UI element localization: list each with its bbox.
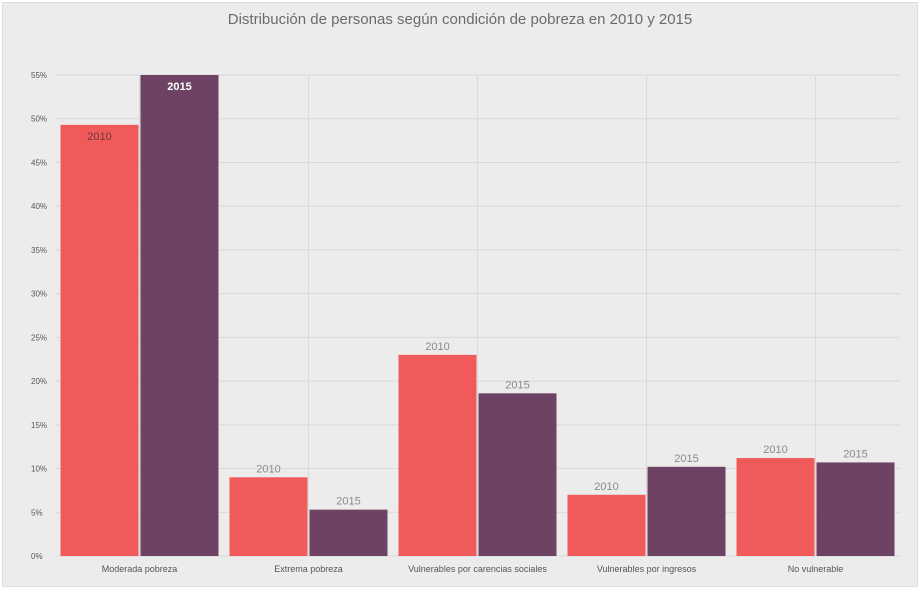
bar-label: 2010 — [256, 463, 280, 475]
bar-2010-3 — [398, 354, 477, 556]
y-tick-label: 25% — [31, 333, 47, 342]
bar-2015-5 — [816, 462, 895, 556]
y-tick-label: 35% — [31, 246, 47, 255]
category-label: Moderada pobreza — [102, 564, 178, 574]
y-axis-ticks: 0% 5% 10% 15% 20% 25% 30% 35% 40% 45% 50% 55% — [31, 71, 47, 561]
bar-label: 2010 — [425, 341, 449, 353]
bar-chart: 0%5%10%15%20%25%30%35%40%45%50%55% 20102… — [31, 71, 900, 574]
y-tick-label: 40% — [31, 202, 47, 211]
bar-label: 2015 — [505, 379, 529, 391]
bar-2015-2 — [309, 509, 388, 556]
category-labels: Moderada pobreza Extrema pobreza Vulnerabl… — [102, 564, 844, 574]
y-tick-label: 55% — [31, 71, 47, 80]
category-label: Extrema pobreza — [274, 564, 343, 574]
bars — [60, 75, 895, 556]
y-tick-label: 20% — [31, 377, 47, 386]
y-tick-label: 10% — [31, 465, 47, 474]
bar-label: 2010 — [763, 444, 787, 456]
y-tick-label: 5% — [31, 508, 43, 517]
chart-title: Distribución de personas según condición… — [227, 11, 693, 28]
bar-2015-4 — [647, 466, 726, 556]
category-label: Vulnerables por carencias sociales — [408, 564, 547, 574]
y-tick-label: 50% — [31, 115, 47, 124]
bar-2010-4 — [567, 494, 646, 556]
bar-2010-5 — [736, 458, 815, 556]
bar-label: 2015 — [167, 81, 191, 93]
bar-label: 2010 — [87, 131, 111, 143]
bar-label: 2015 — [336, 496, 360, 508]
bar-label: 2010 — [594, 481, 618, 493]
y-tick-label: 45% — [31, 158, 47, 167]
bar-label: 2015 — [843, 448, 867, 460]
bar-label: 2015 — [674, 453, 698, 465]
y-tick-label: 0% — [31, 552, 43, 561]
bar-2015-3 — [478, 393, 557, 556]
category-label: No vulnerable — [788, 564, 844, 574]
bar-labels: 2010 2015 2010 2015 2010 2015 2010 2015 2010 2015 — [87, 81, 867, 508]
y-tick-label: 30% — [31, 290, 47, 299]
bar-2010-2 — [229, 477, 308, 556]
category-label: Vulnerables por ingresos — [597, 564, 697, 574]
y-tick-label: 15% — [31, 421, 47, 430]
bar-2010-1 — [60, 124, 139, 556]
bar-2015-1 — [140, 75, 219, 556]
